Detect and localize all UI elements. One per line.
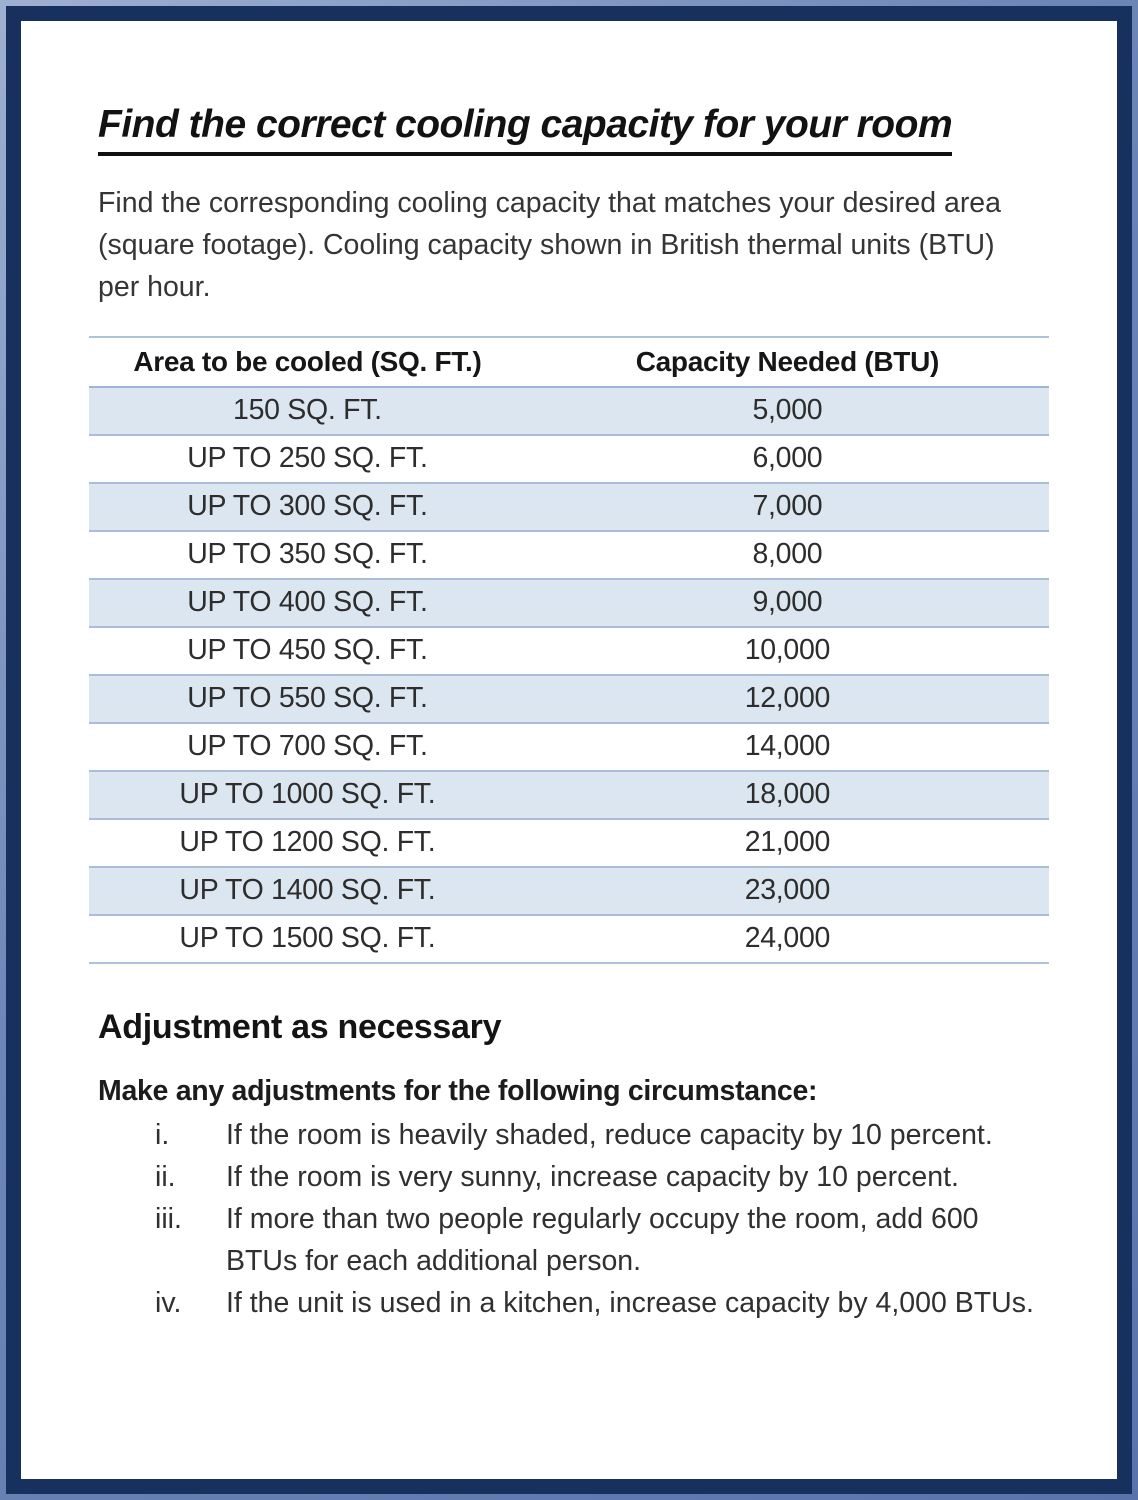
capacity-cell: 7,000 <box>525 481 1049 531</box>
table-row: UP TO 550 SQ. FT. 12,000 <box>89 673 1049 723</box>
table-row: UP TO 250 SQ. FT. 6,000 <box>89 433 1049 483</box>
capacity-cell: 23,000 <box>525 865 1049 915</box>
capacity-cell: 8,000 <box>525 529 1049 579</box>
adjustment-list-item: iv. If the unit is used in a kitchen, inc… <box>89 1282 1053 1324</box>
area-cell: UP TO 250 SQ. FT. <box>89 433 526 483</box>
table-row: UP TO 700 SQ. FT. 14,000 <box>89 721 1049 771</box>
capacity-cell: 14,000 <box>525 721 1049 771</box>
area-cell: UP TO 300 SQ. FT. <box>89 481 526 531</box>
capacity-cell: 24,000 <box>525 913 1049 963</box>
adjustment-list-item: iii. If more than two people regularly oc… <box>89 1198 1053 1282</box>
table-row: UP TO 400 SQ. FT. 9,000 <box>89 577 1049 627</box>
area-cell: UP TO 1200 SQ. FT. <box>89 817 526 867</box>
capacity-cell: 10,000 <box>525 625 1049 675</box>
table-row: UP TO 1200 SQ. FT. 21,000 <box>89 817 1049 867</box>
area-cell: UP TO 700 SQ. FT. <box>89 721 526 771</box>
list-item-text: If more than two people regularly occupy… <box>226 1202 979 1277</box>
page-border-inner: Find the correct cooling capacity for yo… <box>6 6 1132 1494</box>
table-row: UP TO 450 SQ. FT. 10,000 <box>89 625 1049 675</box>
page-title: Find the correct cooling capacity for yo… <box>98 103 953 156</box>
table-row: UP TO 1500 SQ. FT. 24,000 <box>89 913 1049 963</box>
list-item-text: If the room is heavily shaded, reduce ca… <box>226 1118 993 1151</box>
column-header-capacity: Capacity Needed (BTU) <box>525 336 1049 388</box>
adjustment-list-item: ii. If the room is very sunny, increase c… <box>89 1156 1053 1198</box>
table-header-row: Area to be cooled (SQ. FT.) Capacity Nee… <box>89 336 1049 388</box>
table-row: UP TO 1000 SQ. FT. 18,000 <box>89 769 1049 819</box>
capacity-cell: 9,000 <box>525 577 1049 627</box>
area-cell: UP TO 450 SQ. FT. <box>89 625 526 675</box>
area-cell: UP TO 1500 SQ. FT. <box>89 913 526 963</box>
table-row: UP TO 300 SQ. FT. 7,000 <box>89 481 1049 531</box>
adjustments-lead: Make any adjustments for the following c… <box>98 1074 818 1107</box>
area-cell: UP TO 1400 SQ. FT. <box>89 865 526 915</box>
list-item-marker: i. <box>155 1118 170 1151</box>
list-item-text: If the room is very sunny, increase capa… <box>226 1160 959 1193</box>
area-cell: 150 SQ. FT. <box>89 385 526 435</box>
capacity-cell: 18,000 <box>525 769 1049 819</box>
cooling-capacity-table: Area to be cooled (SQ. FT.) Capacity Nee… <box>89 335 1049 964</box>
list-item-marker: ii. <box>155 1160 176 1193</box>
table-row: UP TO 1400 SQ. FT. 23,000 <box>89 865 1049 915</box>
area-cell: UP TO 350 SQ. FT. <box>89 529 526 579</box>
adjustment-section-heading: Adjustment as necessary <box>98 1007 502 1046</box>
list-item-marker: iii. <box>155 1202 182 1235</box>
adjustment-list: i. If the room is heavily shaded, reduce … <box>89 1114 1053 1324</box>
capacity-cell: 21,000 <box>525 817 1049 867</box>
capacity-cell: 12,000 <box>525 673 1049 723</box>
document-page: Find the correct cooling capacity for yo… <box>21 21 1117 1479</box>
table-row: UP TO 350 SQ. FT. 8,000 <box>89 529 1049 579</box>
capacity-cell: 5,000 <box>525 385 1049 435</box>
area-cell: UP TO 400 SQ. FT. <box>89 577 526 627</box>
area-cell: UP TO 1000 SQ. FT. <box>89 769 526 819</box>
table-row: 150 SQ. FT. 5,000 <box>89 385 1049 435</box>
adjustment-list-item: i. If the room is heavily shaded, reduce … <box>89 1114 1053 1156</box>
area-cell: UP TO 550 SQ. FT. <box>89 673 526 723</box>
intro-paragraph: Find the corresponding cooling capacity … <box>98 186 1002 303</box>
column-header-area: Area to be cooled (SQ. FT.) <box>89 336 526 388</box>
capacity-cell: 6,000 <box>525 433 1049 483</box>
list-item-marker: iv. <box>155 1286 182 1319</box>
list-item-text: If the unit is used in a kitchen, increa… <box>226 1286 1034 1319</box>
